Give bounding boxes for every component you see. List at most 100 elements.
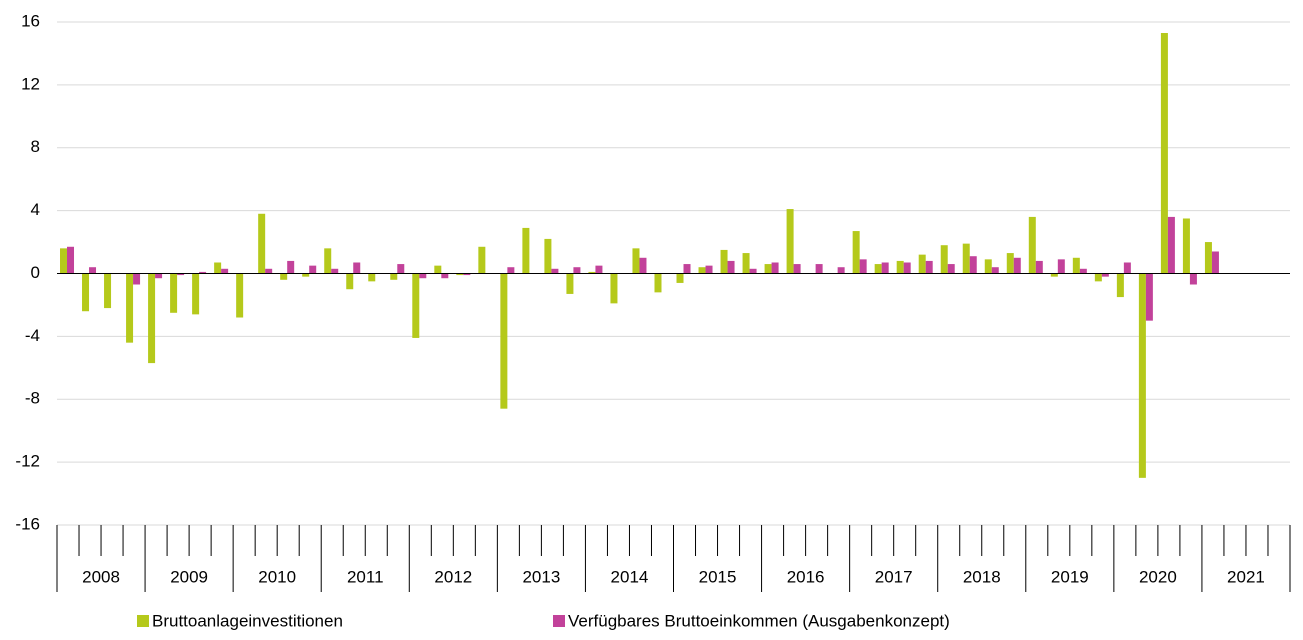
bar [434,265,442,274]
bar [874,264,882,274]
bar [1145,273,1153,321]
bar [522,227,530,274]
bar [368,273,376,282]
bar [82,273,90,312]
bar [126,273,134,343]
bar [1167,216,1175,274]
y-tick-label: 0 [31,263,40,282]
bar [771,262,779,274]
bar [793,264,801,274]
bar [1094,273,1102,282]
bar [60,248,68,274]
bar [573,267,581,274]
y-tick-label: -4 [25,326,40,345]
bar [177,273,185,276]
bar [155,273,163,279]
bar [1006,253,1014,274]
bar [720,249,728,274]
bar [1160,33,1168,274]
x-year-label: 2020 [1139,567,1177,586]
bar [610,273,618,304]
bar [1057,259,1065,274]
y-tick-label: -16 [15,514,40,533]
bar [1079,268,1087,274]
y-tick-label: 8 [31,137,40,156]
bar [199,271,207,274]
bar [962,243,970,274]
bar [698,267,706,274]
bar [500,273,508,409]
bar [1189,273,1197,285]
x-year-label: 2019 [1051,567,1089,586]
bar [896,260,904,274]
bar [742,253,750,274]
y-tick-label: 16 [21,11,40,30]
bar [544,238,552,274]
bar [280,273,288,280]
x-year-label: 2014 [611,567,649,586]
bar [676,273,684,283]
bar [148,273,156,364]
bar [309,265,317,274]
x-year-label: 2010 [258,567,296,586]
bar [1013,257,1021,274]
y-tick-label: 12 [21,74,40,93]
bar [1116,273,1124,298]
bar [1182,218,1190,274]
bar [551,268,559,274]
bar [236,273,244,318]
bar [705,265,713,274]
bar [302,273,310,277]
bar [390,273,398,280]
bar [947,264,955,274]
bar [1035,260,1043,274]
bar [419,273,427,279]
bar [764,264,772,274]
bar [881,262,889,274]
y-tick-label: -8 [25,389,40,408]
legend-label: Verfügbares Bruttoeinkommen (Ausgabenkon… [568,611,950,630]
x-year-label: 2011 [347,567,384,586]
bar [324,248,332,274]
bar [221,268,229,274]
bar [331,268,339,274]
x-year-label: 2009 [170,567,208,586]
bar [969,256,977,274]
bar [639,257,647,274]
bar [104,273,112,309]
bar [1211,251,1219,274]
bar [258,213,266,274]
legend-label: Bruttoanlageinvestitionen [152,611,343,630]
bar [1123,262,1131,274]
bar [815,264,823,274]
bar [566,273,574,294]
y-tick-label: -12 [15,452,40,471]
x-year-label: 2021 [1227,567,1265,586]
bar [1028,216,1036,274]
bar [918,254,926,274]
bar [595,265,603,274]
bar [265,268,273,274]
bar [859,259,867,274]
bar [1072,257,1080,274]
x-year-label: 2015 [699,567,737,586]
bar [925,260,933,274]
bar [287,260,295,274]
x-year-label: 2017 [875,567,913,586]
bar [478,246,486,274]
x-year-label: 2012 [434,567,472,586]
bar [170,273,178,313]
bar [456,273,464,276]
y-tick-label: 4 [31,200,40,219]
bar [346,273,354,290]
bar [991,267,999,274]
bar [1138,273,1146,478]
bar [67,246,75,274]
bar [837,267,845,274]
bar [214,262,222,274]
bar [786,209,794,274]
bar [903,262,911,274]
bar [397,264,405,274]
